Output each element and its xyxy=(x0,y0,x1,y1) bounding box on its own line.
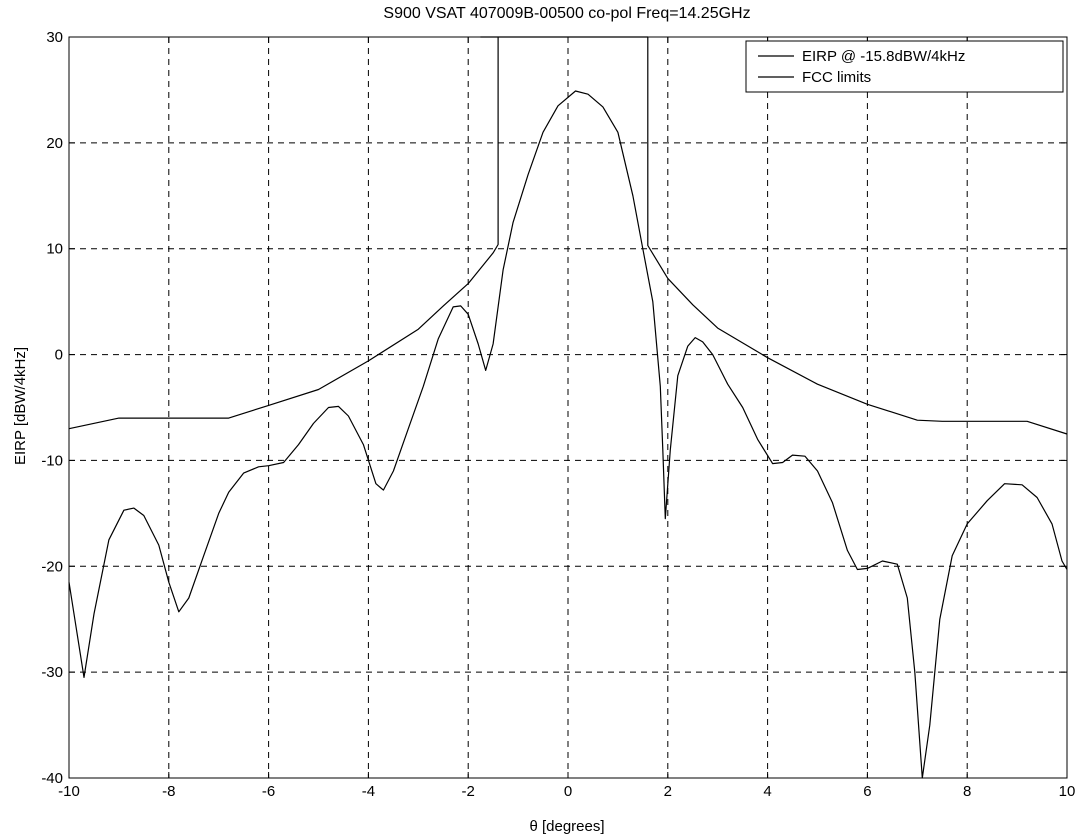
y-tick-label: 20 xyxy=(46,135,63,152)
x-tick-label: 0 xyxy=(564,783,572,800)
series-line-1 xyxy=(68,90,1068,779)
x-tick-label: -10 xyxy=(58,783,80,800)
x-tick-label: 2 xyxy=(664,783,672,800)
legend-entry: FCC limits xyxy=(802,69,871,86)
legend-box xyxy=(745,40,1064,93)
legend: EIRP @ -15.8dBW/4kHz FCC limits xyxy=(745,40,1064,93)
x-tick-label: 8 xyxy=(963,783,971,800)
x-tick-label: -8 xyxy=(162,783,175,800)
y-tick-label: -40 xyxy=(41,770,63,787)
x-tick-label: 10 xyxy=(1059,783,1076,800)
grid xyxy=(69,37,1067,778)
y-tick-label: 10 xyxy=(46,241,63,258)
y-tick-label: -30 xyxy=(41,664,63,681)
x-tick-label: -2 xyxy=(462,783,475,800)
x-tick-label: -4 xyxy=(362,783,375,800)
y-axis-label: EIRP [dBW/4kHz] xyxy=(12,347,29,465)
y-tick-label: 0 xyxy=(55,347,63,364)
x-tick-label: -6 xyxy=(262,783,275,800)
chart-title: S900 VSAT 407009B-00500 co-pol Freq=14.2… xyxy=(383,5,750,22)
y-tick-label: 30 xyxy=(46,29,63,46)
x-axis-label: θ [degrees] xyxy=(529,818,604,835)
legend-entry: EIRP @ -15.8dBW/4kHz xyxy=(802,48,965,65)
y-tick-label: -20 xyxy=(41,558,63,575)
y-tick-label: -10 xyxy=(41,452,63,469)
x-tick-label: 6 xyxy=(863,783,871,800)
x-tick-label: 4 xyxy=(763,783,771,800)
